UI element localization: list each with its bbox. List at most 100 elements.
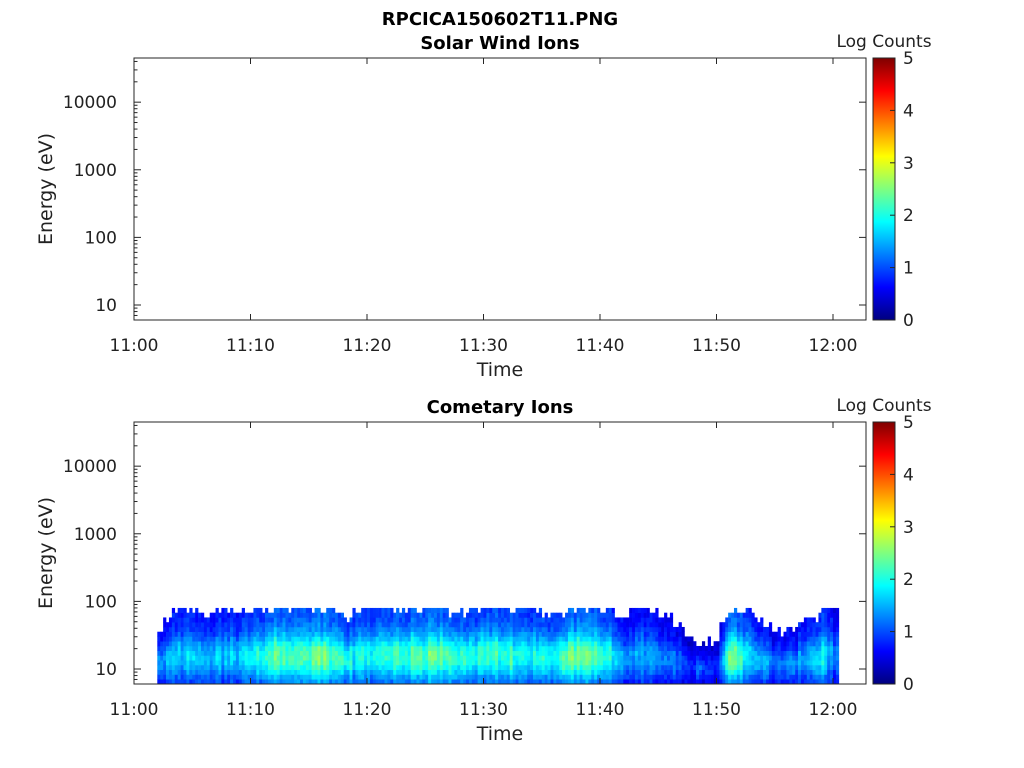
heatmap-cell: [235, 636, 240, 642]
heatmap-cell: [533, 674, 537, 680]
heatmap-cell: [419, 631, 423, 637]
heatmap-cell: [442, 660, 446, 666]
heatmap-cell: [538, 622, 543, 628]
heatmap-cell: [719, 626, 723, 633]
heatmap-cell: [425, 612, 429, 618]
heatmap-cell: [436, 650, 441, 656]
heatmap-cell: [655, 612, 659, 618]
heatmap-cell: [314, 674, 318, 680]
heatmap-cell: [835, 636, 840, 642]
heatmap-cell: [489, 650, 493, 656]
heatmap-cell: [556, 622, 560, 628]
heatmap-cell: [247, 626, 251, 633]
heatmap-cell: [256, 660, 260, 666]
heatmap-cell: [390, 660, 394, 666]
heatmap-cell: [634, 674, 639, 680]
panel-title: Solar Wind Ions: [420, 33, 579, 54]
heatmap-cell: [326, 664, 330, 671]
heatmap-cell: [471, 645, 476, 652]
heatmap-cell: [372, 645, 377, 652]
heatmap-cell: [833, 679, 837, 684]
heatmap-cell: [722, 631, 726, 637]
heatmap-cell: [658, 679, 662, 684]
heatmap-cell: [506, 622, 511, 628]
heatmap-cell: [643, 626, 647, 633]
heatmap-cell: [661, 660, 665, 666]
heatmap-cell: [669, 650, 674, 656]
heatmap-cell: [468, 674, 473, 680]
heatmap-cell: [259, 650, 263, 656]
heatmap-cell: [413, 655, 417, 661]
heatmap-cell: [640, 669, 644, 675]
heatmap-cell: [576, 607, 580, 613]
heatmap-cell: [731, 664, 735, 671]
heatmap-cell: [221, 607, 225, 613]
heatmap-cell: [340, 612, 344, 618]
heatmap-cell: [358, 631, 362, 637]
heatmap-cell: [795, 660, 799, 666]
heatmap-cell: [425, 679, 429, 684]
heatmap-cell: [768, 679, 773, 684]
heatmap-cell: [378, 655, 382, 661]
heatmap-cell: [227, 655, 231, 661]
heatmap-cell: [200, 669, 205, 675]
heatmap-cell: [640, 664, 644, 671]
heatmap-cell: [591, 636, 595, 642]
heatmap-cell: [291, 664, 295, 671]
heatmap-cell: [562, 622, 566, 628]
heatmap-cell: [489, 669, 493, 675]
heatmap-cell: [500, 622, 505, 628]
heatmap-cell: [597, 622, 601, 628]
heatmap-cell: [492, 641, 496, 647]
heatmap-cell: [457, 612, 461, 618]
heatmap-cell: [766, 664, 770, 671]
heatmap-cell: [661, 622, 665, 628]
heatmap-cell: [326, 650, 330, 656]
heatmap-cell: [544, 636, 548, 642]
y-tick-label: 100: [85, 228, 117, 248]
heatmap-cell: [658, 641, 662, 647]
heatmap-cell: [594, 650, 598, 656]
heatmap-cell: [806, 674, 810, 680]
heatmap-cell: [302, 655, 307, 661]
heatmap-cell: [273, 664, 278, 671]
heatmap-cell: [751, 669, 755, 675]
heatmap-cell: [364, 660, 368, 666]
heatmap-cell: [445, 650, 449, 656]
heatmap-cell: [722, 660, 726, 666]
heatmap-cell: [200, 655, 205, 661]
heatmap-cell: [256, 622, 260, 628]
heatmap-cell: [716, 645, 720, 652]
heatmap-cell: [538, 655, 543, 661]
heatmap-cell: [466, 626, 470, 633]
heatmap-cell: [267, 669, 272, 675]
heatmap-cell: [768, 645, 773, 652]
heatmap-cell: [439, 679, 444, 684]
heatmap-cell: [250, 622, 254, 628]
heatmap-cell: [696, 664, 700, 671]
heatmap-cell: [669, 622, 674, 628]
heatmap-cell: [311, 645, 315, 652]
heatmap-cell: [355, 679, 359, 684]
heatmap-cell: [509, 617, 513, 623]
heatmap-cell: [195, 674, 199, 680]
heatmap-cell: [535, 669, 540, 675]
heatmap-cell: [556, 636, 560, 642]
heatmap-cell: [803, 660, 808, 666]
heatmap-cell: [273, 636, 278, 642]
heatmap-cell: [407, 636, 411, 642]
panel-cometary: 11:00 11:10 11:20 11:30 11:40 11:50 12:0010100…: [35, 396, 932, 745]
heatmap-cell: [751, 641, 755, 647]
heatmap-cell: [783, 650, 787, 656]
heatmap-cell: [678, 674, 682, 680]
heatmap-cell: [474, 631, 478, 637]
heatmap-cell: [833, 655, 837, 661]
heatmap-cell: [282, 669, 286, 675]
heatmap-cell: [294, 679, 298, 684]
heatmap-cell: [282, 650, 286, 656]
heatmap-cell: [696, 679, 700, 684]
heatmap-cell: [343, 641, 347, 647]
heatmap-cell: [361, 674, 365, 680]
heatmap-cell: [570, 660, 575, 666]
